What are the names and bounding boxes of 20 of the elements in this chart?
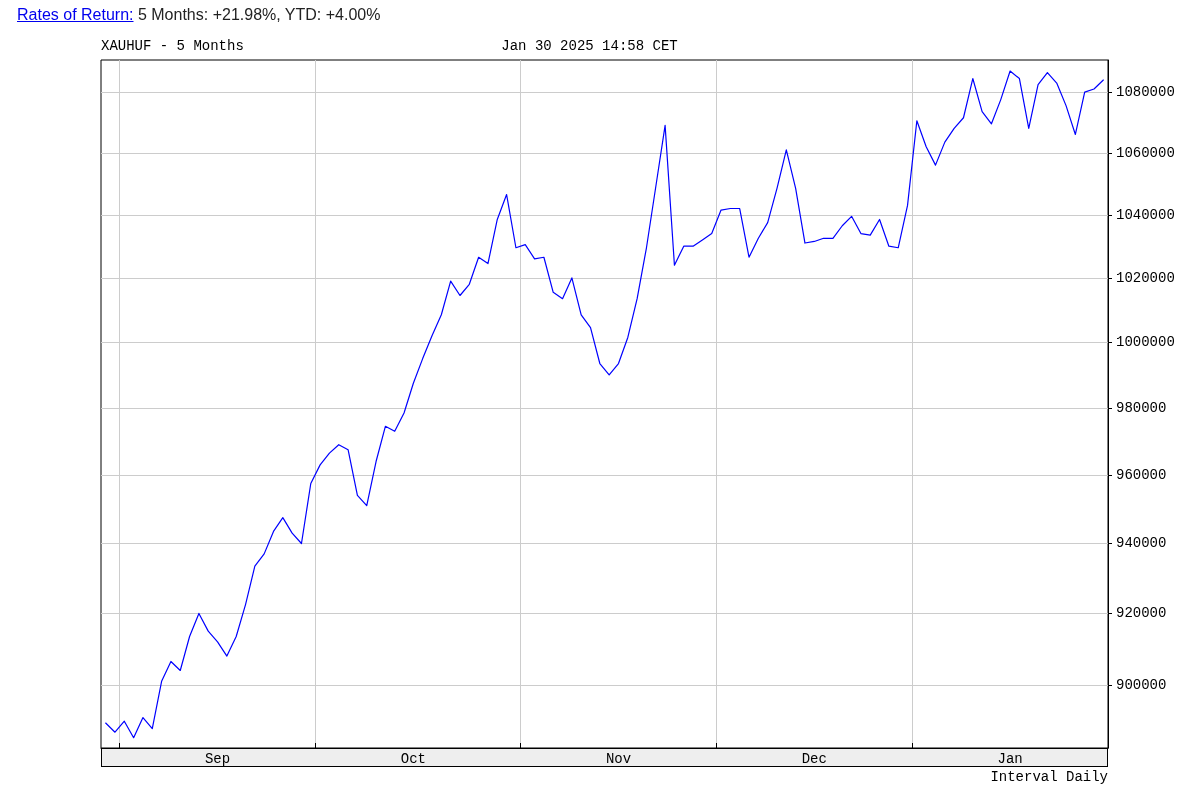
chart-subtitle: XAUHUF - 5 Months — [101, 38, 244, 54]
y-tick-label: 1080000 — [1116, 84, 1175, 101]
y-tick-label: 1040000 — [1116, 206, 1175, 223]
x-tick-label: Nov — [605, 751, 632, 767]
x-tick-label: Oct — [400, 751, 426, 767]
y-tick-label: 1020000 — [1116, 269, 1175, 286]
y-tick-label: 940000 — [1116, 535, 1167, 552]
y-tick-label: 960000 — [1116, 467, 1167, 484]
text: Jan 30 2025 14:58 CET — [501, 38, 678, 54]
chart-title: Rates of Return: 5 Months: +21.98%, YTD: +4.00% — [17, 6, 381, 23]
y-tick-label: 1060000 — [1116, 144, 1175, 161]
x-tick-label: Dec — [801, 751, 827, 767]
x-tick-label: Jan — [997, 751, 1023, 767]
y-tick-label: 900000 — [1116, 676, 1167, 693]
text: Interval Daily — [990, 769, 1108, 785]
y-tick-label: 920000 — [1116, 605, 1167, 622]
x-tick-label: Sep — [204, 751, 231, 767]
y-tick-label: 980000 — [1116, 399, 1167, 416]
y-tick-label: 1000000 — [1116, 334, 1175, 351]
line-series — [105, 70, 1104, 739]
